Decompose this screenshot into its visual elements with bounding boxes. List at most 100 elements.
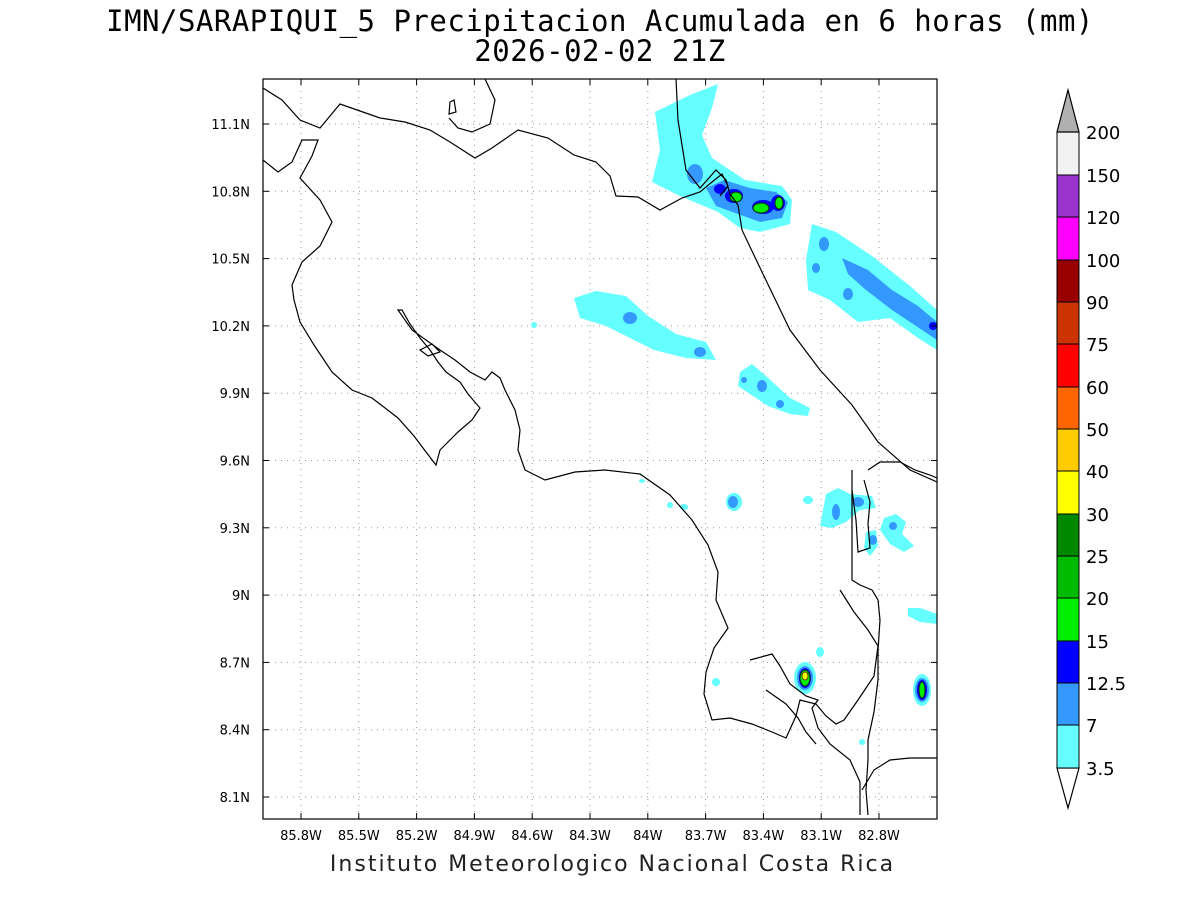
panama-border	[851, 470, 881, 816]
precipitation-areas	[531, 84, 937, 745]
colorbar-swatch	[1056, 216, 1080, 261]
nicaragua-east-coast	[448, 79, 496, 133]
colorbar-label: 15	[1086, 632, 1109, 653]
colorbar-swatch	[1056, 174, 1080, 218]
colorbar-label: 40	[1086, 462, 1109, 483]
rain-area	[803, 496, 813, 504]
colorbar-swatch	[1056, 682, 1080, 726]
rain-area	[694, 347, 706, 357]
rain-area	[843, 288, 853, 300]
lon-tick-label: 85.8W	[280, 829, 322, 844]
colorbar-label: 200	[1086, 123, 1120, 144]
colorbar-label: 25	[1086, 547, 1109, 568]
rain-area	[776, 400, 784, 408]
colorbar-label: 3.5	[1086, 759, 1115, 780]
lat-tick-label: 8.1N	[220, 791, 250, 806]
osa-peninsula	[765, 689, 817, 745]
lon-tick-label: 84W	[633, 829, 663, 844]
colorbar-swatch	[1056, 259, 1080, 303]
lon-tick-label: 82.8W	[858, 829, 900, 844]
burica	[851, 479, 871, 553]
lat-tick-label: 10.8N	[211, 185, 250, 200]
colorbar-label: 150	[1086, 166, 1120, 187]
lon-tick-label: 83.1W	[800, 829, 842, 844]
rain-area	[869, 535, 877, 545]
lon-tick-label: 83.7W	[685, 829, 727, 844]
lat-tick-label: 9N	[232, 589, 250, 604]
rain-area	[816, 647, 824, 657]
colorbar-swatch	[1056, 513, 1080, 557]
lat-tick-label: 8.4N	[220, 724, 250, 739]
nicoya-inner	[418, 343, 442, 357]
colorbar-swatch	[1056, 386, 1080, 430]
rain-area	[908, 608, 937, 624]
colorbar-top-arrow	[1056, 87, 1080, 133]
colorbar-label: 30	[1086, 505, 1109, 526]
map-title: IMN/SARAPIQUI_5 Precipitacion Acumulada …	[106, 4, 1094, 38]
rain-area	[728, 496, 738, 508]
coastline-nicaragua	[263, 87, 729, 211]
colorbar-swatch	[1056, 470, 1080, 515]
rain-area	[859, 739, 865, 745]
colorbar-swatch	[1056, 131, 1080, 176]
colorbar-swatch	[1056, 428, 1080, 472]
rain-area	[852, 497, 864, 507]
rain-area	[531, 322, 537, 328]
rain-area	[832, 504, 840, 520]
lat-tick-label: 11.1N	[211, 118, 250, 133]
rain-area	[574, 291, 716, 360]
lat-tick-label: 8.7N	[220, 656, 250, 671]
lat-tick-label: 9.9N	[220, 387, 250, 402]
rain-area	[880, 514, 914, 552]
colorbar-label: 7	[1086, 716, 1097, 737]
colorbar-label: 20	[1086, 589, 1109, 610]
rain-area	[801, 671, 809, 681]
rain-area	[687, 164, 703, 184]
colorbar-label: 75	[1086, 335, 1109, 356]
credit-text: Instituto Meteorologico Nacional Costa R…	[329, 852, 896, 877]
colorbar-swatch	[1056, 343, 1080, 388]
lat-tick-label: 10.2N	[211, 320, 250, 335]
lat-tick-label: 10.5N	[211, 253, 250, 268]
lat-tick-label: 9.6N	[220, 455, 250, 470]
rain-area	[623, 312, 637, 324]
gridlines	[263, 79, 937, 819]
plot-frame	[262, 78, 938, 820]
colorbar-label: 12.5	[1086, 674, 1126, 695]
rain-area	[712, 678, 720, 686]
rain-area	[842, 258, 937, 340]
rain-area	[639, 479, 645, 483]
rain-area	[918, 681, 926, 699]
lon-tick-label: 84.9W	[453, 829, 495, 844]
panama-pacific-coast	[861, 757, 937, 791]
rain-area	[812, 263, 820, 273]
rain-area	[774, 196, 784, 210]
colorbar-swatch	[1056, 301, 1080, 345]
lon-tick-label: 85.2W	[396, 829, 438, 844]
rain-area	[819, 237, 829, 251]
colorbar-label: 120	[1086, 208, 1120, 229]
colorbar-swatch	[1056, 555, 1080, 599]
latitude-axis: 11.1N 10.8N 10.5N 10.2N 9.9N 9.6N 9.3N 9N 8.7N 8.…	[211, 118, 937, 806]
colorbar-label: 100	[1086, 251, 1120, 272]
rain-area	[738, 364, 810, 416]
rain-area	[741, 377, 747, 383]
golfo-dulce	[749, 653, 861, 815]
lon-tick-label: 84.3W	[569, 829, 611, 844]
coastline-borders	[263, 79, 937, 816]
map-timestamp: 2026-02-02 21Z	[474, 34, 726, 68]
lon-tick-label: 84.6W	[511, 829, 553, 844]
lon-tick-label: 83.4W	[742, 829, 784, 844]
colorbar-legend: 3.5 7 12.5 15 20 25 30 40 50 60 75 90 100 120 150 200	[1056, 87, 1126, 811]
longitude-axis: 85.8W 85.5W 85.2W 84.9W 84.6W 84.3W 84W 83.7W 83…	[280, 79, 900, 844]
colorbar-bottom-arrow	[1056, 767, 1080, 811]
colorbar-swatch	[1056, 724, 1080, 769]
colorbar-label: 60	[1086, 378, 1109, 399]
colorbar-swatch	[1056, 597, 1080, 642]
rain-area	[714, 184, 726, 194]
lat-tick-label: 9.3N	[220, 522, 250, 537]
colorbar-swatch	[1056, 640, 1080, 684]
lake-island	[448, 99, 457, 115]
rain-area	[667, 502, 673, 508]
